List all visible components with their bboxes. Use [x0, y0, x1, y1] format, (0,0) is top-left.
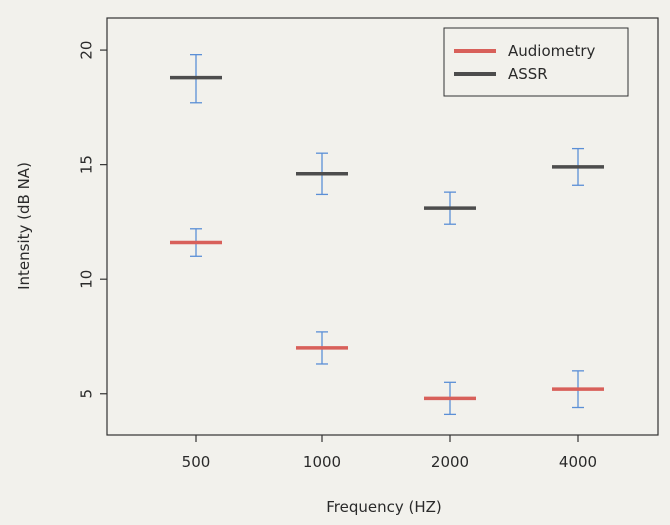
y-tick-label: 20: [78, 41, 96, 60]
legend-label-assr: ASSR: [508, 65, 548, 83]
legend-box: [443, 27, 629, 97]
y-tick-label: 5: [78, 389, 96, 399]
y-axis: 5 10 15 20: [78, 41, 107, 399]
y-tick-label: 10: [78, 270, 96, 289]
x-tick-label: 500: [182, 453, 211, 471]
legend-label-audiometry: Audiometry: [508, 42, 596, 60]
x-tick-label: 2000: [431, 453, 469, 471]
x-tick-label: 1000: [303, 453, 341, 471]
legend: Audiometry ASSR: [443, 27, 629, 97]
y-axis-title: Intensity (dB NA): [15, 162, 33, 290]
x-axis-title: Frequency (HZ): [326, 498, 442, 516]
x-tick-label: 4000: [559, 453, 597, 471]
data-marks: [170, 54, 604, 416]
y-tick-label: 15: [78, 155, 96, 174]
plot-frame: [106, 17, 659, 436]
x-axis: 500 1000 2000 4000: [182, 435, 597, 471]
